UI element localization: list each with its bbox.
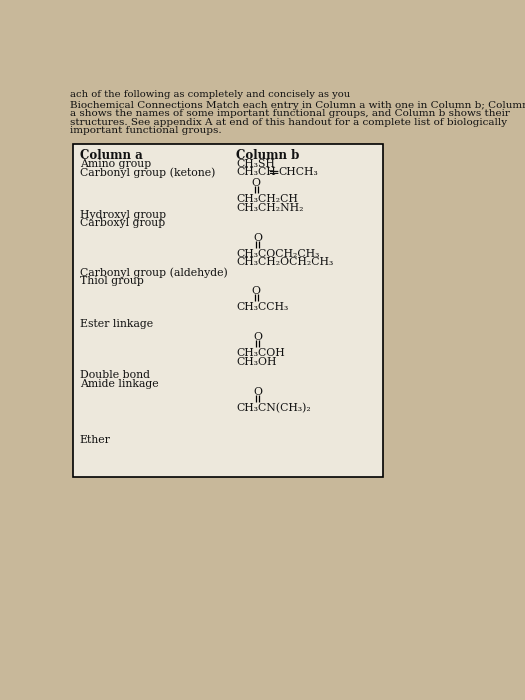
Text: O: O (253, 232, 262, 243)
Text: Carboxyl group: Carboxyl group (80, 218, 165, 228)
Text: CH₃CH₂CH: CH₃CH₂CH (236, 194, 298, 204)
Text: Ester linkage: Ester linkage (80, 319, 153, 329)
FancyBboxPatch shape (74, 144, 383, 477)
Text: Hydroxyl group: Hydroxyl group (80, 209, 166, 220)
Text: CH₃CH₂NH₂: CH₃CH₂NH₂ (236, 202, 303, 213)
Text: ach of the following as completely and concisely as you: ach of the following as completely and c… (69, 90, 350, 99)
Text: Double bond: Double bond (80, 370, 150, 380)
Text: CHCH₃: CHCH₃ (278, 167, 318, 177)
Text: O: O (251, 178, 260, 188)
Text: Carbonyl group (aldehyde): Carbonyl group (aldehyde) (80, 267, 227, 278)
Text: Thiol group: Thiol group (80, 276, 143, 286)
Text: Carbonyl group (ketone): Carbonyl group (ketone) (80, 167, 215, 178)
Text: CH₃COCH₂CH₃: CH₃COCH₂CH₃ (236, 248, 320, 259)
Text: Amide linkage: Amide linkage (80, 379, 158, 389)
Text: a shows the names of some important functional groups, and Column b shows their: a shows the names of some important func… (69, 109, 509, 118)
Text: Column a: Column a (80, 150, 142, 162)
Text: CH₃CH: CH₃CH (236, 167, 276, 177)
Text: CH₃COH: CH₃COH (236, 348, 285, 358)
Text: Column b: Column b (236, 150, 299, 162)
Text: important functional groups.: important functional groups. (69, 126, 221, 135)
Text: Biochemical Connections Match each entry in Column a with one in Column b; Colum: Biochemical Connections Match each entry… (69, 101, 525, 110)
Text: Amino group: Amino group (80, 159, 151, 169)
Text: structures. See appendix A at end of this handout for a complete list of biologi: structures. See appendix A at end of thi… (69, 118, 507, 127)
Text: CH₃CH₂OCH₂CH₃: CH₃CH₂OCH₂CH₃ (236, 258, 333, 267)
Text: Ether: Ether (80, 435, 110, 445)
Text: O: O (251, 286, 260, 295)
Text: CH₃OH: CH₃OH (236, 356, 277, 367)
Text: CH₃SH: CH₃SH (236, 159, 275, 169)
Text: O: O (253, 386, 262, 397)
Text: ═: ═ (269, 167, 277, 181)
Text: O: O (253, 332, 262, 342)
Text: CH₃CCH₃: CH₃CCH₃ (236, 302, 288, 312)
Text: CH₃CN(CH₃)₂: CH₃CN(CH₃)₂ (236, 402, 311, 413)
